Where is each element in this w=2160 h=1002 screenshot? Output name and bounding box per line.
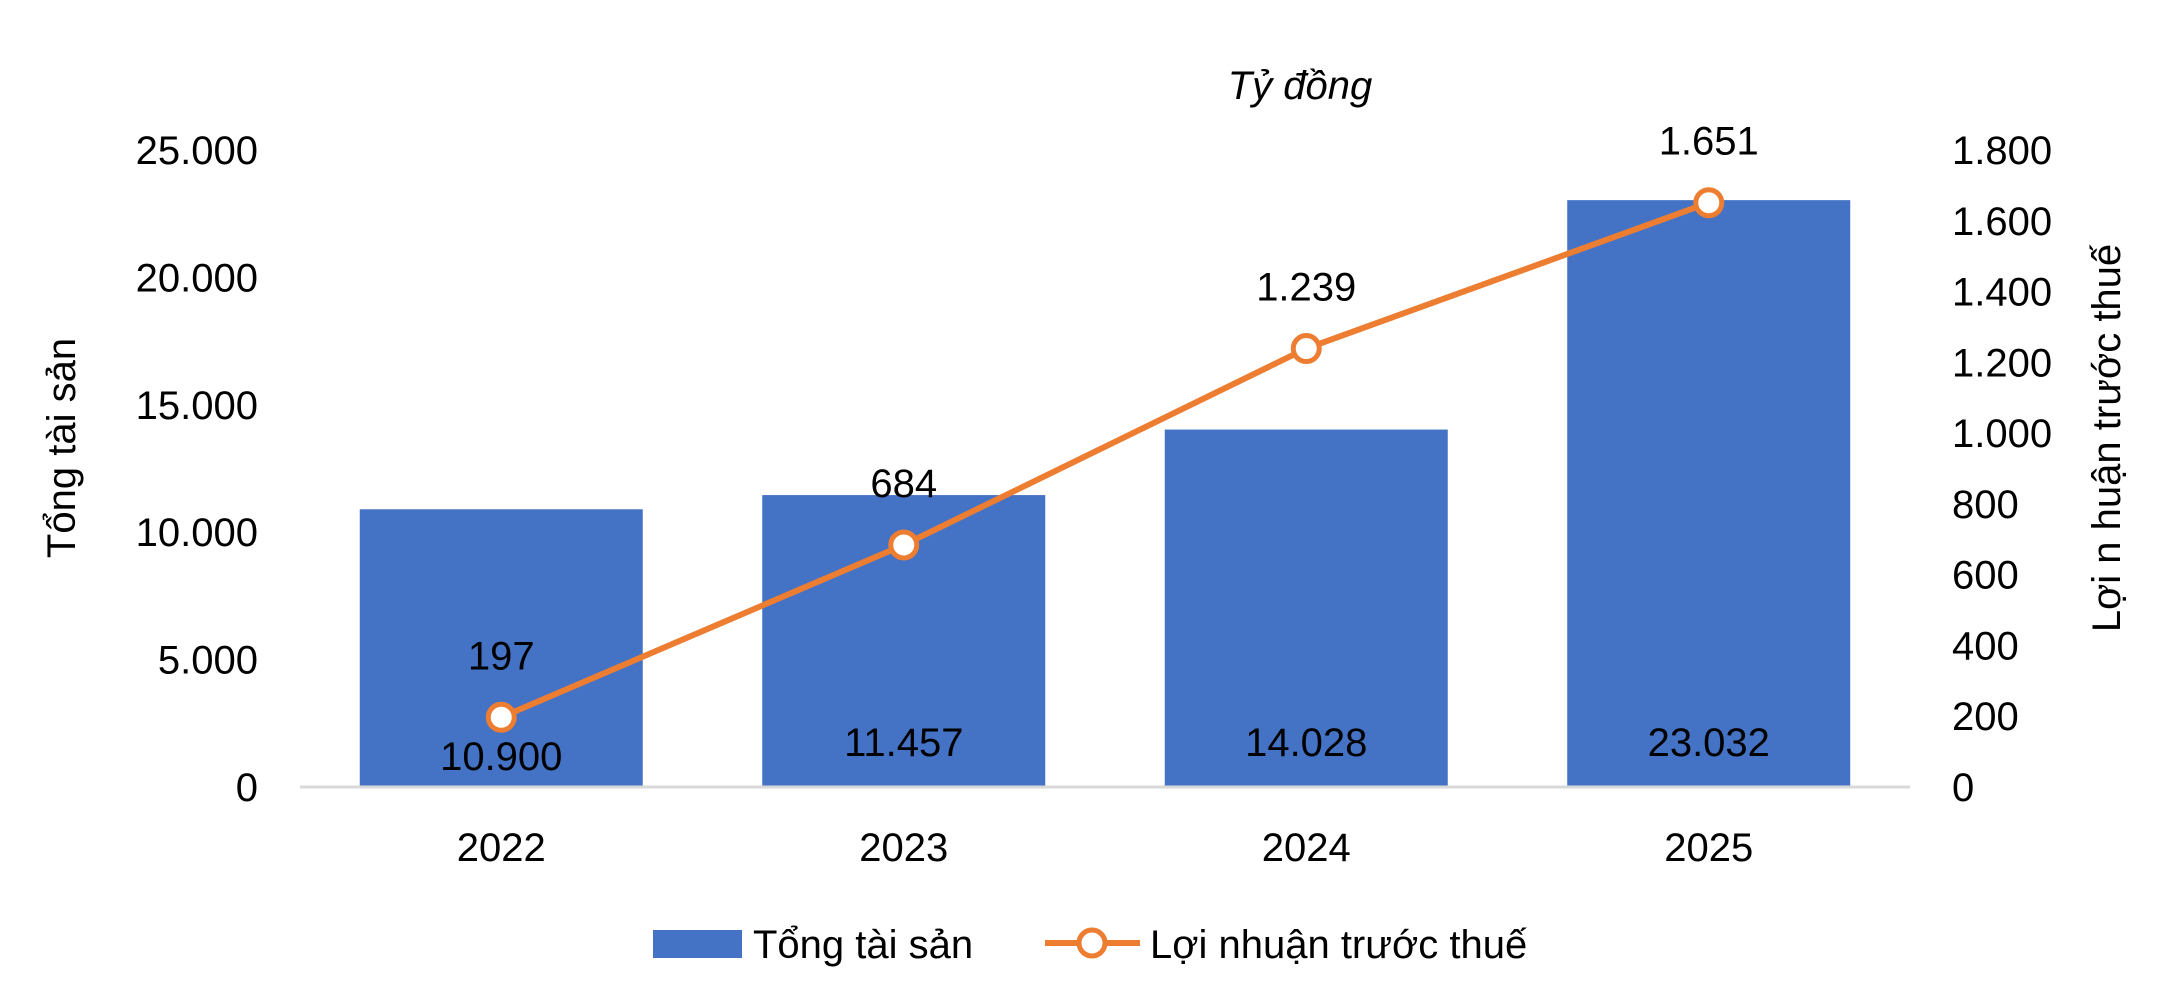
right-tick-label: 600 xyxy=(1952,554,2019,598)
line-data-label: 684 xyxy=(870,462,937,506)
line-data-label: 197 xyxy=(468,634,535,678)
x-tick-label: 2025 xyxy=(1664,826,1753,870)
right-axis-ticks: 0 200 400 600 800 1.000 1.200 1.400 1.600 1.800 xyxy=(1952,129,2052,810)
line-marker xyxy=(1693,187,1725,219)
right-tick-label: 1.000 xyxy=(1952,412,2052,456)
left-tick-label: 0 xyxy=(236,766,258,810)
left-tick-label: 5.000 xyxy=(158,639,258,683)
line-data-label: 1.239 xyxy=(1256,266,1356,310)
right-tick-label: 1.600 xyxy=(1952,200,2052,244)
right-tick-label: 1.200 xyxy=(1952,341,2052,385)
bar xyxy=(1164,429,1448,787)
legend-swatch-bar xyxy=(653,930,742,958)
bar-data-labels: 10.900 11.457 14.028 23.032 xyxy=(440,721,1770,779)
right-tick-label: 200 xyxy=(1952,695,2019,739)
bar-data-label: 23.032 xyxy=(1648,721,1770,765)
line-series xyxy=(485,187,1725,733)
bar-series xyxy=(359,200,1851,787)
left-axis-ticks: 0 5.000 10.000 15.000 20.000 25.000 xyxy=(136,129,258,810)
left-tick-label: 25.000 xyxy=(136,129,258,173)
legend-label-bar: Tổng tài sản xyxy=(753,923,973,967)
right-tick-label: 1.800 xyxy=(1952,129,2052,173)
bar-data-label: 14.028 xyxy=(1245,721,1367,765)
left-axis-title: Tổng tài sản xyxy=(40,338,84,558)
line-data-label: 1.651 xyxy=(1659,120,1759,164)
bar xyxy=(1567,200,1851,787)
bar xyxy=(359,509,643,787)
line-path xyxy=(500,199,1710,721)
legend-swatch-marker xyxy=(1076,927,1108,959)
x-tick-label: 2024 xyxy=(1262,826,1351,870)
x-tick-label: 2022 xyxy=(457,826,546,870)
right-tick-label: 1.400 xyxy=(1952,271,2052,315)
left-tick-label: 15.000 xyxy=(136,384,258,428)
right-tick-label: 400 xyxy=(1952,624,2019,668)
bar-data-label: 10.900 xyxy=(440,735,562,779)
line-marker xyxy=(888,529,920,561)
left-tick-label: 10.000 xyxy=(136,511,258,555)
right-axis-title: Lợi n huận trước thuế xyxy=(2085,244,2129,632)
line-marker xyxy=(485,701,517,733)
line-marker xyxy=(1290,333,1322,365)
right-tick-label: 800 xyxy=(1952,483,2019,527)
unit-label: Tỷ đồng xyxy=(1228,64,1373,108)
left-tick-label: 20.000 xyxy=(136,256,258,300)
right-tick-label: 0 xyxy=(1952,766,1974,810)
legend: Tổng tài sản Lợi nhuận trước thuế xyxy=(653,923,1527,967)
x-tick-label: 2023 xyxy=(859,826,948,870)
x-axis-ticks: 2022 2023 2024 2025 xyxy=(457,826,1753,870)
line-data-labels: 197 684 1.239 1.651 xyxy=(468,120,1759,679)
bar-data-label: 11.457 xyxy=(844,721,963,765)
legend-label-line: Lợi nhuận trước thuế xyxy=(1150,923,1527,967)
